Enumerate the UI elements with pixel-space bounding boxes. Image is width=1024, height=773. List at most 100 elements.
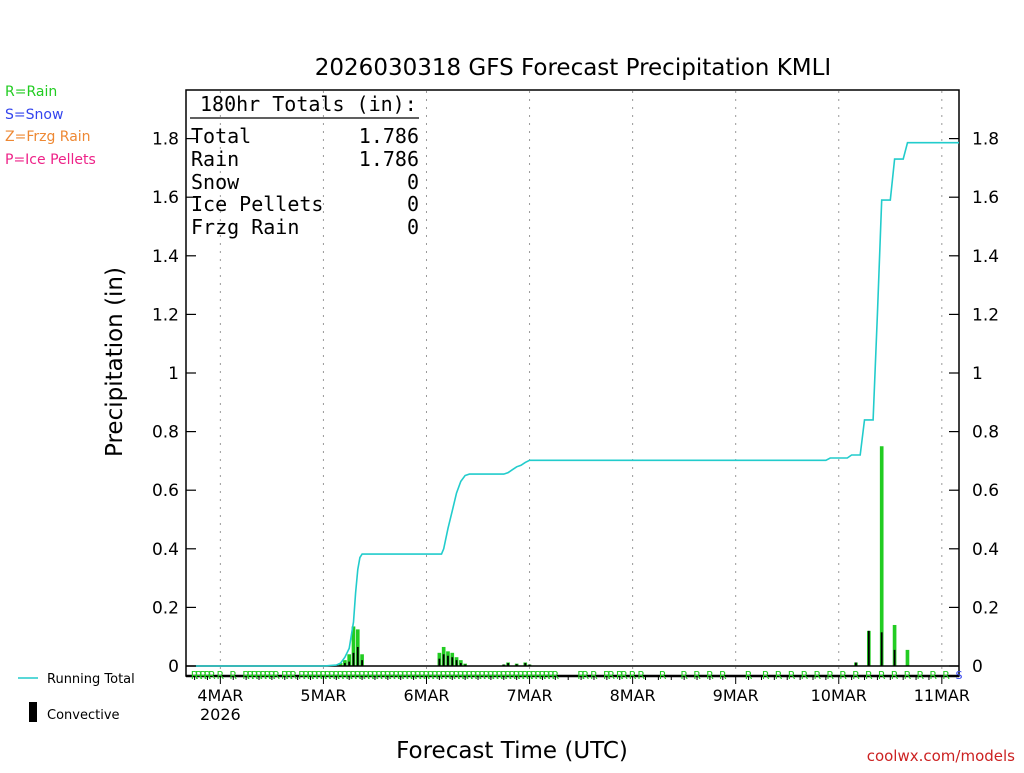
ptype-marker: R — [487, 669, 495, 682]
x-ticks: 4MAR 5MAR 6MAR 7MAR 8MAR 9MAR 10MAR 11MAR 2026 — [194, 676, 970, 724]
convective-bar-6 — [438, 658, 441, 666]
totals-box: 180hr Totals (in): Total 1.786 Rain 1.78… — [190, 92, 419, 239]
y-tick-label-right: 0.4 — [972, 540, 999, 560]
ptype-marker: R — [195, 669, 203, 682]
running-total-legend-label: Running Total — [47, 672, 135, 687]
convective-bar-18 — [855, 662, 857, 666]
ptype-marker: R — [199, 669, 207, 682]
series-legend: Running Total Convective — [18, 672, 135, 723]
ptype-marker: R — [470, 669, 478, 682]
ptype-marker: R — [637, 669, 645, 682]
convective-bar-8 — [447, 655, 449, 666]
ptype-marker: R — [813, 669, 821, 682]
y-tick-label-right: 0.6 — [972, 481, 999, 501]
ptype-marker: R — [839, 669, 847, 682]
ptype-marker: R — [474, 669, 482, 682]
ptype-marker: R — [251, 669, 259, 682]
grid-lines — [219, 91, 943, 675]
ptype-marker: R — [607, 669, 615, 682]
ptype-marker: R — [513, 669, 521, 682]
ptype-marker: R — [453, 669, 461, 682]
ptype-marker: R — [427, 669, 435, 682]
x-tick-label-1: 5MAR — [300, 686, 346, 705]
ptype-marker: R — [878, 669, 886, 682]
ptype-marker: R — [208, 669, 216, 682]
ptype-marker: R — [616, 669, 624, 682]
ptype-marker: R — [534, 669, 542, 682]
precip-bars — [338, 446, 910, 666]
y-tick-label-right: 1.4 — [972, 247, 999, 267]
ptype-marker: R — [942, 669, 950, 682]
convective-bar-10 — [455, 660, 458, 666]
ptype-marker: R — [388, 669, 396, 682]
ptype-marker: R — [229, 669, 237, 682]
totals-header: 180hr Totals (in): — [200, 92, 417, 116]
precip-bar-2 — [347, 654, 352, 666]
y-tick-label-left: 0.8 — [152, 423, 179, 443]
ptype-marker: R — [577, 669, 585, 682]
ptype-marker-snow: S — [956, 669, 963, 682]
y-tick-label-left: 1.6 — [152, 188, 179, 208]
ptype-marker: R — [307, 669, 315, 682]
ptype-marker: R — [320, 669, 328, 682]
ptype-marker: R — [337, 669, 345, 682]
ptype-marker: R — [264, 669, 272, 682]
y-tick-label-right: 1.8 — [972, 130, 999, 150]
ptype-marker: R — [483, 669, 491, 682]
ptype-legend-frzg-rain: Z=Frzg Rain — [5, 129, 91, 145]
convective-bar-1 — [343, 663, 346, 666]
ptype-marker: R — [852, 669, 860, 682]
ptype-marker: R — [680, 669, 688, 682]
ptype-marker: R — [904, 669, 912, 682]
x-tick-label-3: 7MAR — [507, 686, 553, 705]
x-axis-label: Forecast Time (UTC) — [396, 738, 628, 764]
ptype-marker: R — [496, 669, 504, 682]
ptype-marker: R — [324, 669, 332, 682]
ptype-marker: R — [551, 669, 559, 682]
ptype-marker: R — [509, 669, 517, 682]
y-tick-label-right: 1.2 — [972, 305, 999, 325]
y-tick-label-right: 1.6 — [972, 188, 999, 208]
ptype-marker: R — [384, 669, 392, 682]
ptype-marker: R — [504, 669, 512, 682]
running-total-line — [194, 141, 959, 667]
totals-ice-pellets-label: Ice Pellets — [191, 192, 323, 216]
ptype-marker: R — [865, 669, 873, 682]
ptype-marker: R — [217, 669, 225, 682]
ptype-marker: R — [693, 669, 701, 682]
ptype-marker: R — [285, 669, 293, 682]
ptype-marker: R — [491, 669, 499, 682]
ptype-marker: R — [410, 669, 418, 682]
ptype-marker: R — [350, 669, 358, 682]
totals-rain-value: 1.786 — [359, 147, 419, 171]
ptype-marker: R — [247, 669, 255, 682]
ptype-marker: R — [423, 669, 431, 682]
ptype-marker: R — [891, 669, 899, 682]
totals-snow-value: 0 — [407, 170, 419, 194]
y-tick-label-left: 1.8 — [152, 130, 179, 150]
ptype-marker: R — [418, 669, 426, 682]
convective-bar-20 — [880, 632, 883, 666]
precip-bar-0 — [338, 663, 343, 666]
ptype-marker: R — [367, 669, 375, 682]
y-tick-label-right: 1 — [972, 364, 983, 384]
totals-snow-label: Snow — [191, 170, 240, 194]
precip-bar-21 — [892, 624, 897, 666]
ptype-marker: R — [328, 669, 336, 682]
x-tick-sublabel: 2026 — [200, 705, 241, 724]
ptype-marker: R — [272, 669, 280, 682]
x-tick-label-2: 6MAR — [403, 686, 449, 705]
totals-frzg-rain-value: 0 — [407, 215, 419, 239]
ptype-marker: R — [530, 669, 538, 682]
convective-bar-19 — [867, 630, 870, 666]
ptype-marker: R — [332, 669, 340, 682]
running-total-polyline — [194, 141, 959, 667]
ptype-marker: R — [521, 669, 529, 682]
chart-title: 2026030318 GFS Forecast Precipitation KM… — [315, 55, 831, 81]
convective-bar-15 — [515, 664, 518, 666]
y-tick-label-left: 1 — [168, 364, 179, 384]
ptype-marker: R — [444, 669, 452, 682]
